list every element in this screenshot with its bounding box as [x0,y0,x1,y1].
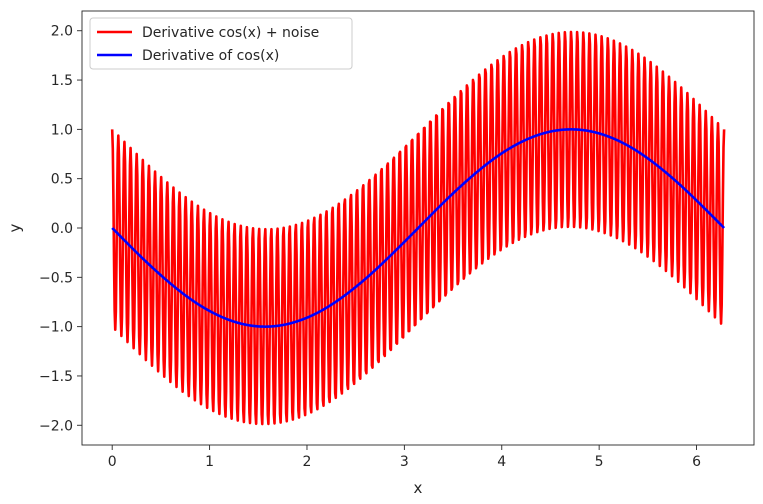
series-line-1 [111,128,726,328]
x-tick-label: 6 [692,454,701,470]
y-tick-label: −0.5 [39,270,73,286]
x-tick-label: 1 [205,454,214,470]
y-tick-label: 1.5 [51,73,73,89]
x-tick-label: 5 [595,454,604,470]
y-tick-label: −1.5 [39,369,73,385]
x-tick-label: 4 [497,454,506,470]
x-axis-label: x [414,479,423,497]
legend-box [89,17,353,70]
x-tick-label: 0 [108,454,117,470]
series-layer [110,30,726,426]
y-axis-label: y [6,223,24,232]
y-tick-label: −1.0 [39,320,73,336]
y-tick-label: 0.0 [51,221,73,237]
series-line-0 [110,30,726,426]
y-tick-label: −2.0 [39,418,73,434]
legend-label-noise: Derivative cos(x) + noise [142,25,319,41]
y-tick-label: 0.5 [51,172,73,188]
legend-label-derivative: Derivative of cos(x) [142,48,279,64]
x-tick-label: 3 [400,454,409,470]
y-axis-ticks: −2.0 −1.5 −1.0 −0.5 0.0 0.5 1.0 1.5 2.0 [39,24,82,434]
y-tick-label: 1.0 [51,122,73,138]
x-axis-ticks: 0 1 2 3 4 5 6 [108,445,701,470]
legend: Derivative cos(x) + noise Derivative of … [89,17,353,70]
x-tick-label: 2 [303,454,312,470]
y-tick-label: 2.0 [51,24,73,40]
